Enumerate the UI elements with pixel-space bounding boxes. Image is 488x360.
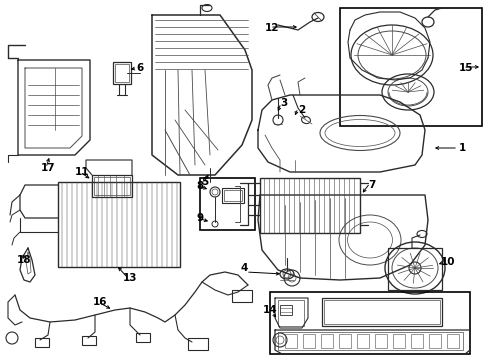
Bar — [115, 64, 129, 82]
Text: 3: 3 — [280, 98, 287, 108]
Bar — [410, 334, 422, 348]
Text: 11: 11 — [75, 167, 89, 177]
Bar — [285, 334, 296, 348]
Text: 16: 16 — [93, 297, 107, 307]
Text: 17: 17 — [41, 163, 55, 173]
Text: 2: 2 — [298, 105, 305, 115]
Text: 14: 14 — [262, 305, 277, 315]
Text: 5: 5 — [201, 177, 208, 187]
Bar — [324, 300, 439, 324]
Bar — [446, 334, 458, 348]
Bar — [82, 336, 96, 345]
Text: 4: 4 — [240, 263, 247, 273]
Text: 7: 7 — [367, 180, 375, 190]
Bar — [356, 334, 368, 348]
Bar — [187, 338, 207, 350]
Bar — [392, 334, 404, 348]
Bar — [278, 300, 304, 326]
Bar — [387, 248, 441, 290]
Bar — [35, 338, 49, 347]
Text: 9: 9 — [196, 213, 203, 223]
Bar — [113, 62, 131, 84]
Bar — [374, 334, 386, 348]
Bar — [278, 332, 462, 350]
Bar — [269, 292, 469, 354]
Bar — [224, 190, 242, 201]
Text: 1: 1 — [457, 143, 465, 153]
Bar — [260, 178, 359, 233]
Bar — [58, 182, 180, 267]
Bar — [428, 334, 440, 348]
Text: 10: 10 — [440, 257, 454, 267]
Text: 13: 13 — [122, 273, 137, 283]
Bar — [339, 8, 481, 126]
Bar — [136, 333, 150, 342]
Text: 12: 12 — [264, 23, 279, 33]
Bar — [200, 178, 254, 230]
Text: 6: 6 — [136, 63, 143, 73]
Bar — [92, 175, 132, 197]
Bar — [338, 334, 350, 348]
Text: 15: 15 — [458, 63, 472, 73]
Bar — [231, 290, 251, 302]
Bar — [320, 334, 332, 348]
Text: 8: 8 — [196, 181, 203, 191]
Bar — [280, 305, 291, 315]
Text: 18: 18 — [17, 255, 31, 265]
Bar — [321, 298, 441, 326]
Bar — [303, 334, 314, 348]
Bar — [94, 177, 130, 195]
Bar — [222, 188, 244, 203]
